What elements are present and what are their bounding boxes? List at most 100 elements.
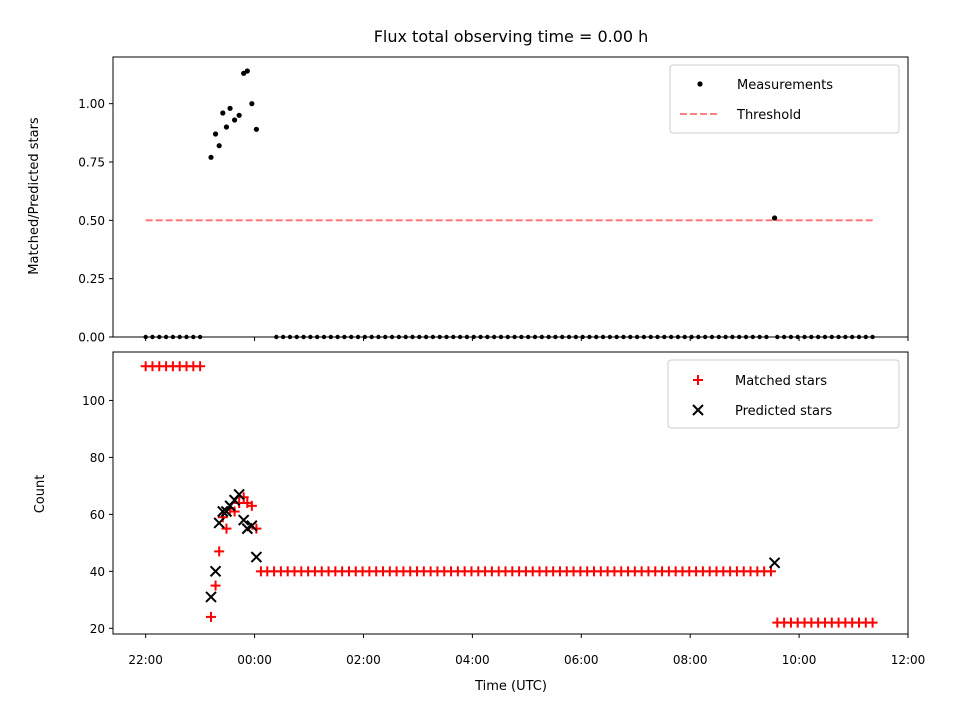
measurement-point — [212, 131, 219, 137]
bottom-y-tick-label: 100 — [82, 394, 105, 408]
bottom-y-tick-label: 80 — [90, 451, 105, 465]
measurement-point — [648, 334, 653, 340]
top-plot-area: 0.00 0.25 0.50 0.75 1.00 Measurements Threshol… — [78, 56, 909, 345]
measurement-point — [249, 101, 255, 107]
measurement-point — [675, 334, 681, 340]
measurement-point — [335, 334, 340, 340]
measurement-point — [730, 334, 735, 340]
top-y-tick-label: 0.75 — [78, 156, 105, 170]
measurement-point — [457, 334, 463, 340]
cross-stroke — [768, 557, 781, 569]
bottom-y-axis-label: Count — [33, 475, 48, 514]
measurement-point — [709, 334, 715, 340]
measurement-point — [815, 334, 821, 340]
measurement-point — [143, 334, 148, 340]
bottom-legend — [667, 359, 900, 429]
matched-star-point — [238, 492, 249, 503]
measurement-point — [349, 334, 354, 340]
measurement-point — [223, 124, 230, 130]
measurement-point — [723, 334, 728, 340]
cross-stroke — [233, 488, 245, 501]
x-tick-label: 06:00 — [564, 653, 599, 667]
measurement-point — [788, 334, 794, 340]
measurement-point — [836, 334, 841, 340]
predicted-star-point — [220, 505, 233, 518]
top-y-tick-label: 1.00 — [78, 97, 105, 111]
measurement-point — [757, 334, 762, 340]
predicted-star-point — [217, 505, 229, 518]
measurement-point — [376, 334, 381, 340]
cross-stroke — [692, 404, 704, 416]
measurement-point — [369, 334, 374, 340]
measurement-point — [716, 334, 721, 340]
measurement-point — [157, 334, 162, 340]
measurement-point — [301, 334, 306, 340]
measurement-point — [430, 334, 436, 340]
top-y-tick-label: 0.50 — [78, 214, 105, 228]
measurement-point — [417, 334, 422, 340]
cross-stroke — [220, 505, 233, 518]
x-tick-label: 04:00 — [455, 653, 490, 667]
top-legend — [669, 64, 900, 134]
measurement-point — [634, 334, 640, 340]
measurement-point — [809, 334, 814, 340]
measurement-point — [216, 143, 222, 149]
measurement-point — [389, 334, 395, 340]
predicted-star-point — [233, 488, 245, 501]
measurement-point — [464, 334, 470, 340]
measurement-point — [512, 334, 517, 340]
legend-measurements-marker — [697, 81, 703, 87]
measurement-point — [519, 334, 524, 340]
matched-star-point — [867, 617, 878, 628]
predicted-star-point — [209, 565, 222, 578]
measurement-point — [403, 334, 408, 340]
measurement-point — [553, 334, 558, 340]
measurement-point — [532, 334, 538, 340]
measurement-point — [396, 334, 402, 340]
measurement-point — [621, 334, 626, 340]
measurement-point — [775, 334, 780, 340]
measurement-point — [287, 334, 293, 340]
measurement-point — [560, 334, 565, 340]
legend-predicted-label: Predicted stars — [735, 404, 832, 419]
legend-matched-marker — [693, 375, 703, 385]
predicted-star-point — [213, 517, 225, 529]
measurement-point — [485, 334, 490, 340]
matched-star-point — [214, 546, 225, 557]
cross-stroke — [213, 517, 225, 529]
measurement-point — [525, 334, 531, 340]
x-tick-label: 02:00 — [346, 653, 381, 667]
measurement-point — [607, 334, 613, 340]
measurement-point — [362, 334, 368, 340]
measurement-point — [750, 334, 756, 340]
measurement-point — [383, 334, 388, 340]
matched-star-point — [251, 523, 262, 534]
measurement-point — [437, 334, 442, 340]
measurement-point — [594, 334, 599, 340]
bottom-plot-area: 22:00 00:00 02:00 04:00 06:00 08:00 10:00 12:00… — [82, 351, 925, 667]
matched-star-point — [765, 566, 776, 577]
predicted-star-point — [768, 557, 781, 569]
measurement-point — [314, 334, 320, 340]
legend-threshold-label: Threshold — [736, 108, 801, 123]
measurement-point — [580, 334, 585, 340]
matched-star-point — [210, 580, 221, 591]
measurement-point — [764, 334, 769, 340]
cross-stroke — [209, 565, 222, 578]
measurement-point — [220, 110, 226, 116]
measurement-point — [244, 68, 250, 74]
measurement-point — [587, 334, 592, 340]
measurement-point — [614, 334, 619, 340]
measurement-point — [566, 334, 572, 340]
measurement-point — [771, 215, 778, 221]
measurement-point — [227, 105, 233, 111]
measurement-point — [491, 334, 497, 340]
measurement-point — [253, 126, 259, 132]
measurement-point — [849, 334, 855, 340]
top-y-tick-label: 0.25 — [78, 272, 105, 286]
measurement-point — [410, 334, 415, 340]
measurement-point — [342, 334, 347, 340]
measurement-point — [668, 334, 674, 340]
predicted-star-point — [246, 520, 258, 532]
measurement-point — [191, 334, 196, 340]
